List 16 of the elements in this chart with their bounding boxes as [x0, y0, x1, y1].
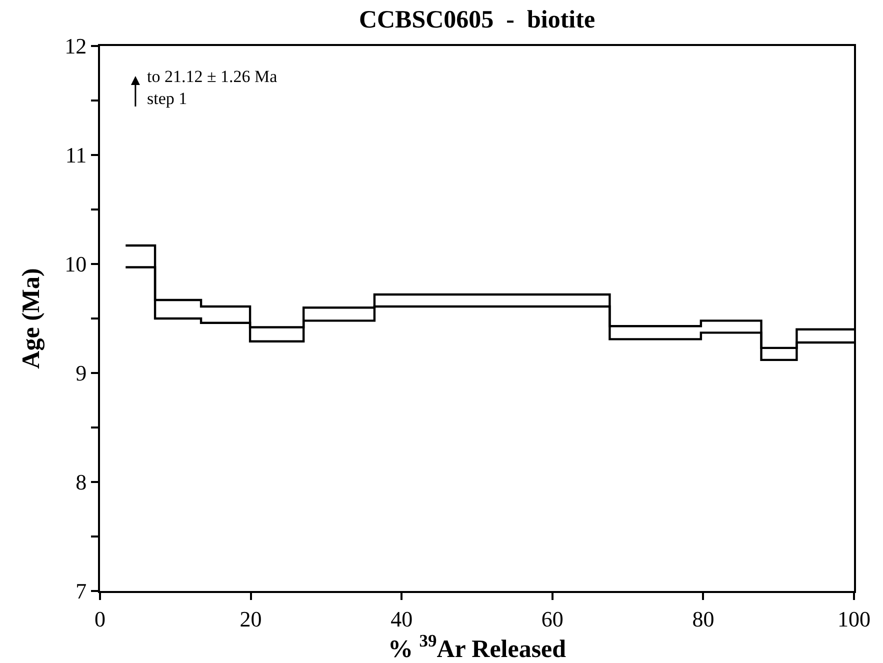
x-tick-label: 100 [838, 606, 870, 632]
y-tick-label: 11 [65, 142, 87, 168]
chart-title: CCBSC0605 - biotite [358, 6, 596, 34]
x-tick-label: 60 [541, 606, 564, 632]
y-tick-label: 12 [64, 34, 87, 59]
y-tick-label: 7 [76, 578, 87, 604]
y-tick-label: 8 [76, 470, 87, 495]
annotation: to 21.12 ± 1.26 Ma step 1 [147, 67, 278, 108]
y-tick-label: 10 [64, 252, 87, 277]
x-tick-label: 20 [240, 606, 262, 632]
x-axis-title: % $^{39}$Ar Released [388, 630, 566, 663]
y-axis-title: Age (Ma) [18, 268, 45, 369]
x-tick-label: 80 [692, 606, 714, 632]
x-tick-label: 40 [390, 606, 413, 632]
y-tick-label: 9 [76, 360, 87, 386]
x-tick-label: 0 [94, 606, 106, 632]
